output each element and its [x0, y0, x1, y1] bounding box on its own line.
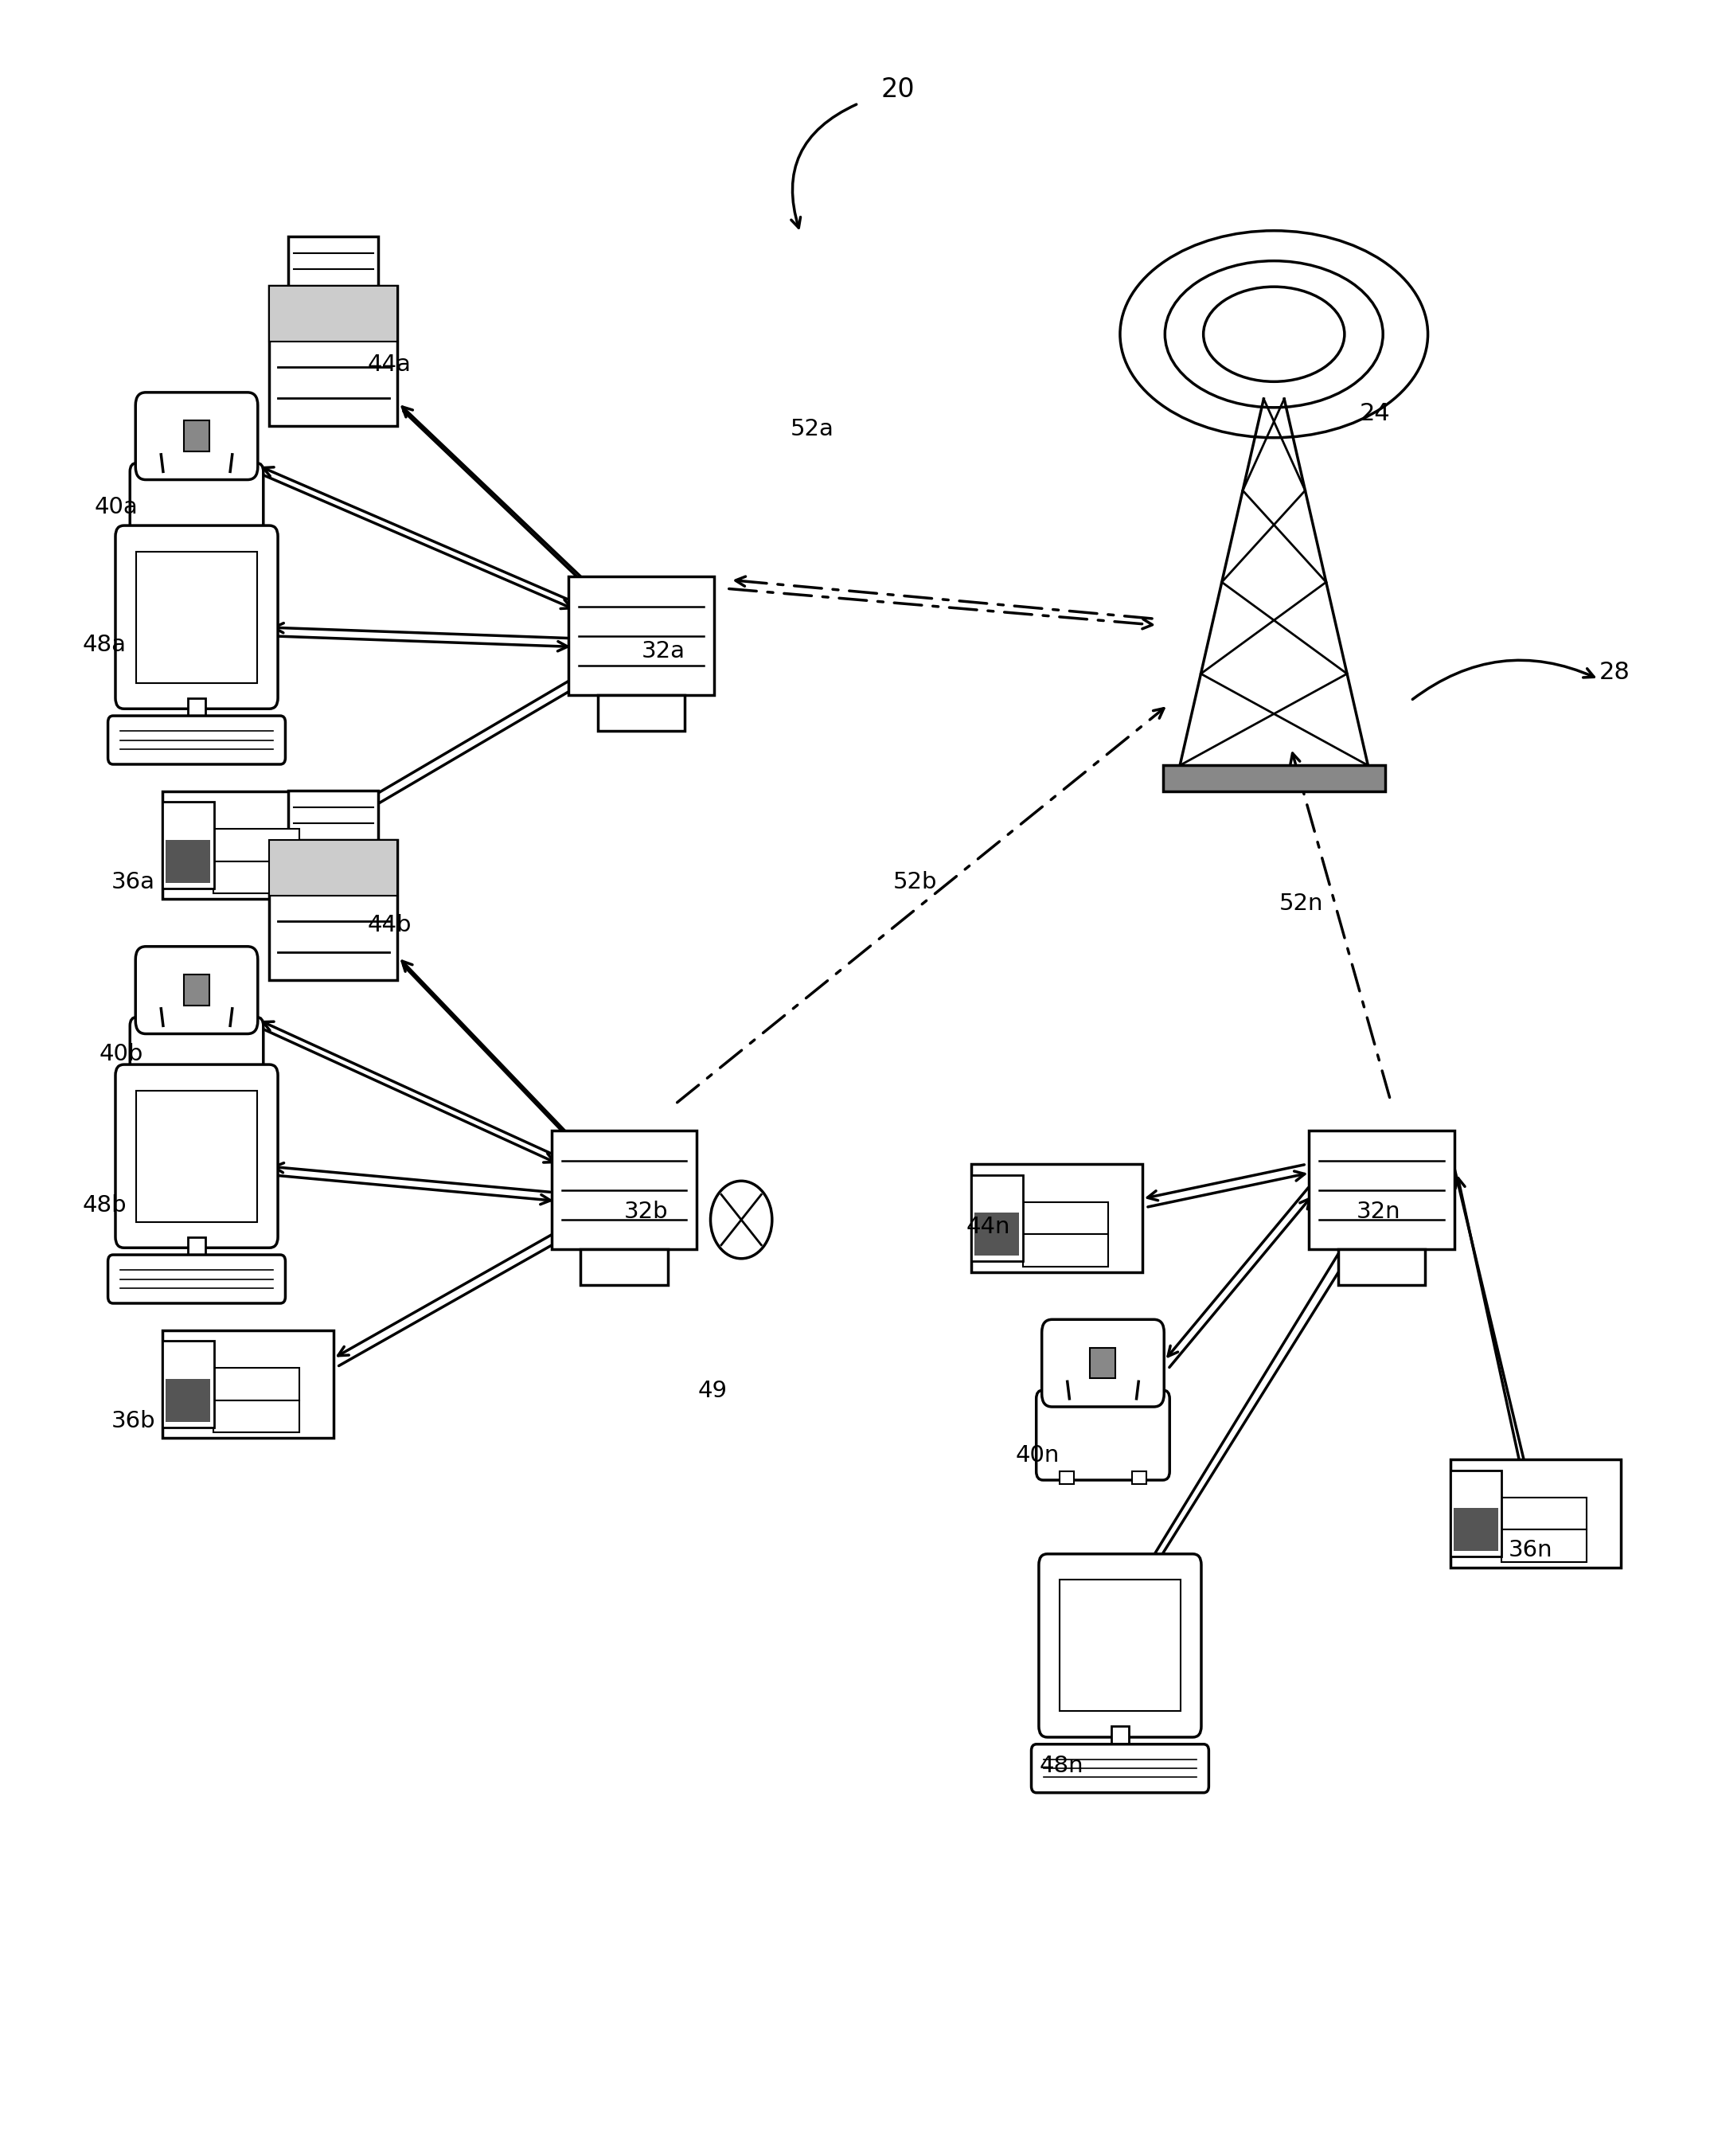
Text: 49: 49 — [698, 1380, 727, 1401]
Bar — [270, 287, 397, 343]
Bar — [137, 552, 256, 683]
Text: 48b: 48b — [82, 1194, 127, 1216]
Text: 20: 20 — [881, 75, 915, 103]
Bar — [162, 802, 214, 888]
Ellipse shape — [1165, 261, 1383, 407]
Text: 36a: 36a — [111, 871, 156, 893]
Bar — [580, 1250, 667, 1285]
Text: 24: 24 — [1359, 403, 1390, 425]
Bar — [1450, 1470, 1501, 1557]
Bar — [1060, 1580, 1182, 1712]
Bar — [166, 1380, 210, 1423]
Bar — [270, 839, 397, 979]
Bar — [154, 543, 168, 556]
Bar — [214, 1401, 299, 1434]
Text: 36b: 36b — [111, 1410, 156, 1432]
Bar — [1132, 1470, 1146, 1483]
Ellipse shape — [1204, 287, 1344, 382]
Ellipse shape — [1120, 231, 1428, 438]
Bar — [162, 1341, 214, 1427]
Bar — [971, 1164, 1142, 1272]
Bar — [1310, 1130, 1454, 1250]
Text: 40b: 40b — [99, 1044, 144, 1065]
Bar — [1339, 1250, 1426, 1285]
Bar — [1454, 1509, 1498, 1552]
Bar — [270, 285, 397, 425]
Bar — [289, 791, 378, 839]
Bar — [551, 1130, 698, 1250]
FancyBboxPatch shape — [1036, 1391, 1170, 1479]
FancyBboxPatch shape — [108, 716, 286, 765]
Bar — [185, 420, 209, 451]
Bar — [1112, 1727, 1129, 1751]
Bar — [1501, 1496, 1587, 1531]
Bar — [154, 1097, 168, 1112]
Text: 52a: 52a — [790, 418, 834, 440]
FancyBboxPatch shape — [135, 946, 258, 1033]
Text: 40a: 40a — [94, 496, 137, 517]
Bar — [185, 975, 209, 1005]
Bar — [188, 699, 205, 722]
Bar — [1450, 1460, 1621, 1567]
Text: 32n: 32n — [1356, 1201, 1400, 1222]
FancyBboxPatch shape — [1041, 1319, 1165, 1406]
Bar — [188, 1238, 205, 1261]
Bar — [162, 791, 333, 899]
Bar — [226, 543, 239, 556]
Text: 32a: 32a — [641, 640, 686, 662]
Text: 44b: 44b — [368, 914, 412, 936]
Bar — [1023, 1233, 1108, 1266]
Bar — [568, 576, 715, 694]
Text: 44n: 44n — [966, 1216, 1011, 1238]
Text: 36n: 36n — [1508, 1539, 1553, 1561]
Bar — [1091, 1348, 1115, 1378]
Bar — [1023, 1201, 1108, 1233]
Bar — [226, 1097, 239, 1112]
Bar — [214, 828, 299, 862]
Text: 52n: 52n — [1279, 893, 1324, 914]
Bar — [214, 1367, 299, 1401]
FancyBboxPatch shape — [1031, 1744, 1209, 1794]
Bar — [270, 839, 397, 897]
Bar — [214, 862, 299, 895]
FancyBboxPatch shape — [130, 464, 263, 552]
Bar — [1501, 1531, 1587, 1561]
Text: 40n: 40n — [1016, 1445, 1060, 1466]
Text: 52b: 52b — [893, 871, 937, 893]
Bar — [137, 1091, 256, 1222]
Text: 28: 28 — [1599, 662, 1630, 683]
FancyBboxPatch shape — [135, 392, 258, 481]
FancyBboxPatch shape — [130, 1018, 263, 1108]
Bar — [971, 1175, 1023, 1261]
Bar — [975, 1212, 1019, 1255]
Text: 48a: 48a — [82, 634, 127, 655]
FancyBboxPatch shape — [116, 526, 277, 709]
Text: 32b: 32b — [624, 1201, 669, 1222]
Bar — [1060, 1470, 1074, 1483]
Text: 48n: 48n — [1040, 1755, 1084, 1777]
FancyBboxPatch shape — [108, 1255, 286, 1302]
Bar — [166, 839, 210, 884]
Bar — [289, 237, 378, 285]
Text: 44a: 44a — [368, 354, 412, 375]
FancyBboxPatch shape — [116, 1065, 277, 1248]
Bar — [1163, 765, 1385, 791]
FancyBboxPatch shape — [1040, 1554, 1200, 1738]
Bar — [598, 694, 684, 731]
Bar — [162, 1330, 333, 1438]
